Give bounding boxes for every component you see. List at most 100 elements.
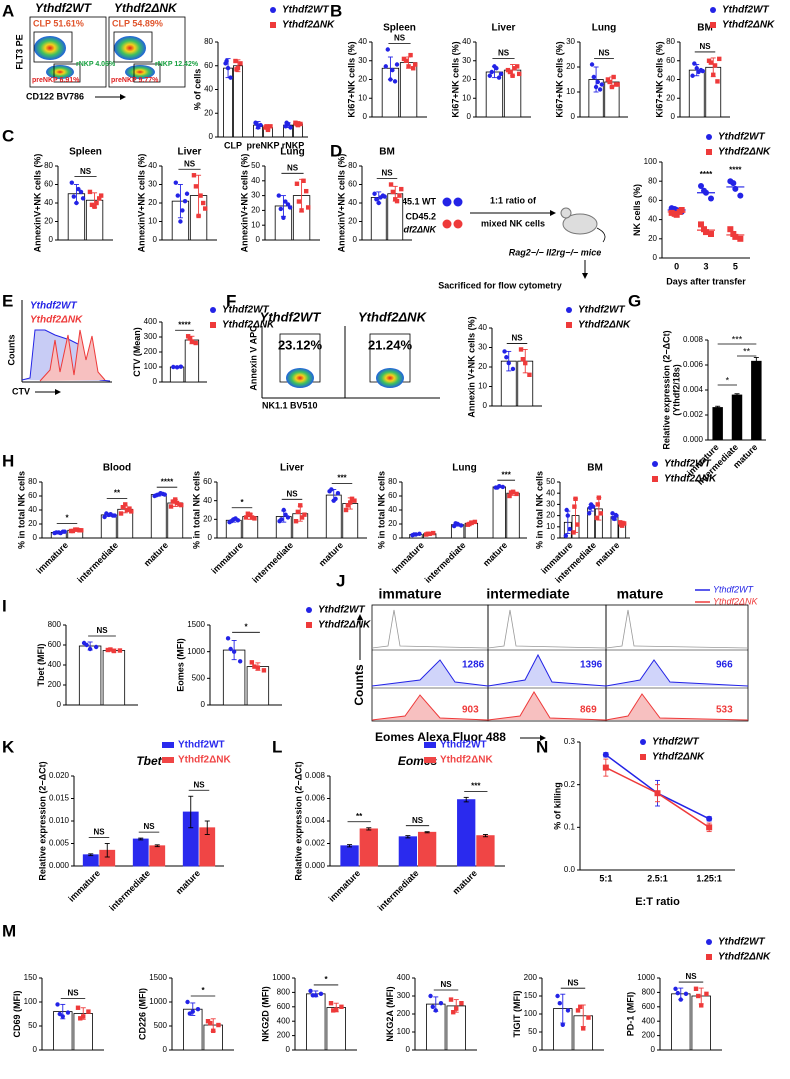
y-tick-label: 0 [653, 253, 658, 262]
bar [731, 394, 743, 441]
panel-label: K [2, 737, 15, 756]
y-axis-label: AnnexinV+NK cells (%) [32, 154, 42, 253]
y-axis-label: Eomes (MFI) [176, 638, 186, 692]
y-tick-label: 0 [33, 533, 38, 542]
data-point [252, 516, 257, 521]
flow-x-label: NK1.1 BV510 [262, 400, 318, 410]
flow-frame [108, 16, 186, 88]
data-point [700, 68, 705, 74]
y-tick-label: 20 [348, 217, 357, 226]
y-tick-label: 0.3 [564, 737, 576, 746]
bar [359, 828, 378, 867]
data-point [494, 66, 499, 71]
legend-label: Ythdf2WT [722, 5, 770, 16]
legend-marker [710, 7, 716, 13]
data-point [225, 636, 231, 641]
legend-label: Ythdf2ΔNK [718, 147, 771, 158]
data-point [459, 1001, 464, 1006]
data-point [690, 73, 695, 78]
data-point [62, 529, 67, 534]
y-tick-label: 500 [192, 673, 206, 682]
data-point [198, 193, 203, 198]
data-point [514, 64, 520, 69]
flow-legend: Ythdf2ΔNK [713, 596, 759, 606]
data-point [410, 66, 416, 71]
y-tick-label: 0 [406, 1045, 411, 1054]
data-point [173, 180, 179, 185]
legend-label: Ythdf2ΔNK [282, 20, 335, 31]
sig-label: NS [498, 49, 510, 58]
data-point [727, 226, 734, 233]
data-point [261, 668, 267, 673]
sig-label: NS [93, 828, 105, 837]
y-tick-label: 0 [651, 1045, 656, 1054]
data-point [390, 67, 395, 73]
bar [150, 494, 167, 539]
y-tick-label: 200 [524, 973, 538, 982]
data-point [127, 506, 132, 511]
data-point [555, 993, 560, 999]
legend-marker [652, 461, 658, 467]
y-tick-label: 20 [358, 75, 367, 84]
y-tick-label: 0.010 [49, 816, 70, 825]
data-point [516, 71, 522, 77]
bar [306, 993, 326, 1051]
flow-frame [29, 16, 107, 88]
data-point [187, 1011, 192, 1016]
x-tick-label: 1.25:1 [696, 873, 722, 883]
legend-label: Ythdf2WT [440, 740, 487, 751]
y-tick-label: 40 [204, 85, 213, 94]
flow-header: Ythdf2ΔNK [114, 1, 178, 15]
data-point [431, 530, 436, 536]
legend-label: Ythdf2ΔNK [222, 320, 275, 331]
y-tick-label: 800 [642, 988, 656, 997]
y-tick-label: 0 [57, 700, 62, 709]
y-tick-label: 0.005 [49, 839, 70, 848]
bar [102, 650, 126, 706]
panel-label: B [330, 1, 342, 20]
y-tick-label: 0.020 [49, 771, 70, 780]
y-tick-label: 0.006 [683, 360, 704, 369]
data-point [602, 764, 609, 771]
data-point [403, 58, 409, 63]
data-point [180, 208, 185, 213]
y-tick-label: 40 [348, 198, 357, 207]
y-tick-label: 60 [28, 491, 37, 500]
y-tick-label: 30 [546, 500, 555, 509]
data-point [698, 183, 704, 189]
y-tick-label: 0.1 [564, 822, 576, 831]
bar [399, 62, 418, 118]
y-tick-label: 20 [148, 198, 157, 207]
y-tick-label: 1000 [272, 973, 290, 982]
data-point [397, 193, 402, 198]
legend-label: Ythdf2ΔNK [722, 20, 775, 31]
x-tick-label: mature [174, 868, 202, 896]
x-tick-label: 0 [674, 261, 679, 271]
y-tick-label: 30 [148, 180, 157, 189]
data-point [237, 659, 243, 664]
data-point [295, 509, 301, 515]
data-point [318, 991, 324, 997]
data-point [597, 87, 603, 92]
y-tick-label: 10 [546, 522, 555, 531]
bar [398, 836, 418, 867]
gate-label: preNKP 6.91% [32, 77, 80, 84]
data-point [65, 1010, 71, 1015]
x-tick-label: mature [481, 540, 509, 568]
y-tick-label: 50 [28, 1021, 37, 1030]
bar [457, 799, 476, 867]
legend-label: Ythdf2WT [718, 937, 766, 948]
y-tick-label: 1000 [637, 973, 655, 982]
data-point [699, 1003, 704, 1008]
gate-label: rNKP 4.06% [76, 61, 116, 68]
y-tick-label: 100 [144, 362, 158, 371]
data-point [512, 66, 517, 71]
data-point [563, 533, 569, 538]
y-tick-label: 0 [671, 112, 676, 121]
data-point [308, 988, 313, 994]
legend-marker [270, 7, 276, 13]
chart-title: BM [587, 463, 603, 474]
y-tick-label: 600 [277, 1002, 291, 1011]
bar [751, 360, 762, 441]
sig-label: NS [412, 816, 424, 825]
